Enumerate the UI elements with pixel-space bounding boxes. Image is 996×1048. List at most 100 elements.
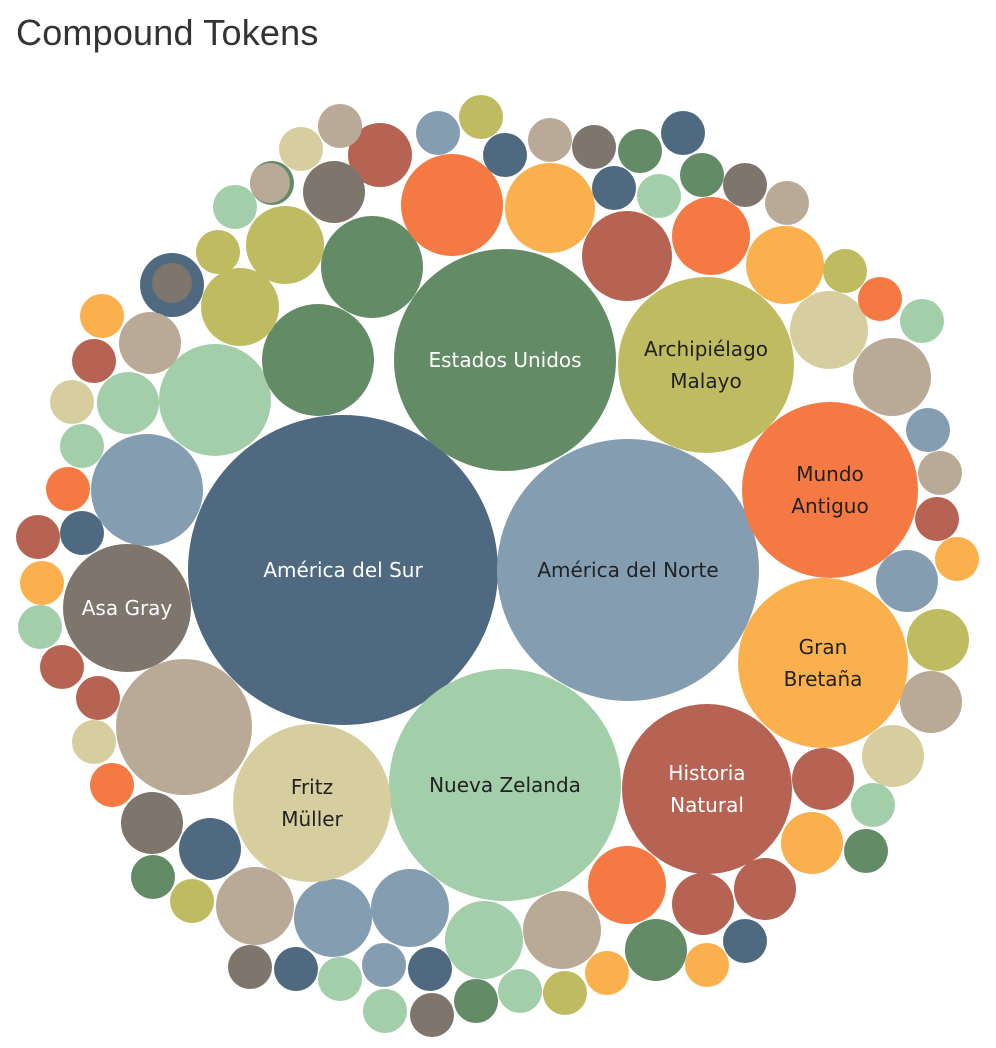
bubble-label: Historia (668, 761, 745, 785)
bubble (858, 277, 902, 321)
bubble (60, 424, 104, 468)
bubble (76, 676, 120, 720)
bubble (498, 969, 542, 1013)
bubble (318, 104, 362, 148)
labeled-bubble (742, 402, 918, 578)
bubble (303, 161, 365, 223)
bubble (371, 869, 449, 947)
bubble (179, 818, 241, 880)
bubble-label: Fritz (291, 775, 333, 799)
bubble (483, 133, 527, 177)
bubble (213, 185, 257, 229)
labeled-bubble (233, 724, 391, 882)
bubble-label: Archipiélago (644, 337, 768, 361)
bubble (318, 957, 362, 1001)
bubble (637, 174, 681, 218)
bubble (746, 226, 824, 304)
bubble (588, 846, 666, 924)
bubble-label: Müller (281, 807, 343, 831)
bubble (60, 511, 104, 555)
bubble-label: Estados Unidos (428, 348, 581, 372)
bubble (410, 993, 454, 1037)
bubble (625, 919, 687, 981)
bubble (228, 945, 272, 989)
bubble (416, 111, 460, 155)
bubble (823, 249, 867, 293)
bubble (279, 127, 323, 171)
bubble (592, 166, 636, 210)
bubble-label: América del Norte (537, 558, 718, 582)
bubble (91, 434, 203, 546)
bubble (543, 971, 587, 1015)
bubble (50, 380, 94, 424)
labeled-bubble (618, 277, 794, 453)
bubble (72, 720, 116, 764)
bubble (131, 855, 175, 899)
bubble (680, 153, 724, 197)
bubble-label: Bretaña (784, 667, 863, 691)
bubble (363, 989, 407, 1033)
labeled-bubble (497, 439, 759, 701)
bubble (918, 451, 962, 495)
bubble-label: Malayo (670, 369, 741, 393)
labeled-bubble (63, 544, 191, 672)
bubble (40, 645, 84, 689)
page-title: Compound Tokens (16, 12, 319, 53)
bubble (582, 211, 672, 301)
bubble (170, 879, 214, 923)
bubble (90, 763, 134, 807)
bubble (528, 118, 572, 162)
bubble (201, 268, 279, 346)
bubble (408, 947, 452, 991)
bubble (844, 829, 888, 873)
labeled-bubble (394, 249, 616, 471)
bubble-label: Gran (799, 635, 848, 659)
bubble (672, 873, 734, 935)
bubble (572, 125, 616, 169)
bubble-label: América del Sur (263, 558, 423, 582)
bubble (152, 263, 192, 303)
bubble (159, 344, 271, 456)
bubble (121, 792, 183, 854)
bubble-label: Natural (670, 793, 744, 817)
bubble (723, 163, 767, 207)
bubble (348, 123, 412, 187)
bubble (585, 951, 629, 995)
bubble (906, 408, 950, 452)
bubble (618, 129, 662, 173)
bubble (445, 901, 523, 979)
bubble (250, 163, 290, 203)
bubble (781, 812, 843, 874)
bubble (661, 111, 705, 155)
bubble (116, 659, 252, 795)
bubble (672, 197, 750, 275)
labeled-bubble (622, 704, 792, 874)
bubble (20, 561, 64, 605)
labeled-bubble (188, 415, 498, 725)
bubble-label: Asa Gray (82, 596, 173, 620)
bubble (246, 206, 324, 284)
bubble (862, 725, 924, 787)
bubble (16, 515, 60, 559)
bubble-label: Nueva Zelanda (429, 773, 581, 797)
bubble (853, 338, 931, 416)
bubble (907, 609, 969, 671)
bubble (935, 537, 979, 581)
bubble (321, 216, 423, 318)
bubble (459, 95, 503, 139)
bubble (505, 163, 595, 253)
bubble (262, 304, 374, 416)
labeled-bubble (389, 669, 621, 901)
bubble (900, 299, 944, 343)
bubble-label: Mundo (796, 462, 864, 486)
bubble (876, 550, 938, 612)
bubble (523, 891, 601, 969)
bubble (851, 783, 895, 827)
bubble (80, 294, 124, 338)
bubble (900, 671, 962, 733)
bubble (734, 858, 796, 920)
bubble (792, 748, 854, 810)
bubble (362, 943, 406, 987)
bubble (401, 154, 503, 256)
